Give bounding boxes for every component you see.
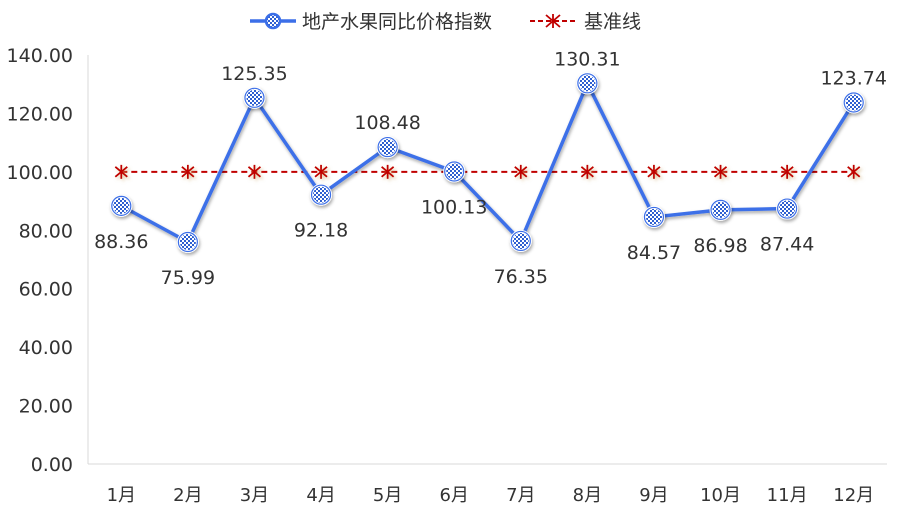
index-point-ring	[244, 87, 265, 108]
data-label: 125.35	[221, 63, 287, 85]
x-tick-label: 1月	[107, 485, 136, 506]
y-tick-label: 0.00	[31, 454, 73, 476]
index-line	[120, 81, 856, 244]
legend-series-marker	[264, 12, 282, 30]
data-label: 84.57	[627, 242, 681, 264]
baseline-marker	[647, 164, 661, 179]
baseline-marker	[181, 164, 195, 179]
x-tick-label: 10月	[700, 485, 741, 506]
x-axis-ticks: 1月 2月 3月 4月 5月 6月 7月 8月 9月 10月 11月 12月	[107, 485, 875, 506]
baseline-marker	[580, 164, 594, 179]
index-point-ring	[111, 195, 132, 216]
data-label: 108.48	[354, 112, 420, 134]
index-point-ring	[310, 184, 332, 205]
legend: 地产水果同比价格指数 基准线	[250, 11, 641, 33]
data-label: 123.74	[820, 68, 886, 90]
baseline-series	[114, 164, 861, 179]
x-tick-label: 11月	[767, 485, 808, 506]
data-label: 100.13	[421, 196, 487, 218]
x-tick-label: 3月	[240, 485, 269, 506]
data-label: 88.36	[94, 231, 148, 253]
index-point-ring	[177, 231, 198, 253]
index-series	[110, 72, 865, 254]
data-label: 75.99	[161, 267, 215, 289]
index-point-ring	[377, 136, 398, 158]
y-tick-label: 120.00	[7, 103, 73, 125]
data-label: 86.98	[693, 235, 747, 257]
baseline-marker	[713, 164, 728, 179]
data-label: 92.18	[294, 220, 348, 242]
baseline-marker	[514, 164, 528, 179]
x-tick-label: 9月	[639, 485, 668, 506]
y-tick-label: 60.00	[19, 279, 73, 301]
index-point-ring	[444, 161, 465, 182]
x-tick-label: 12月	[833, 485, 874, 506]
baseline-marker	[847, 164, 861, 179]
x-tick-label: 8月	[573, 485, 602, 506]
axes	[87, 55, 887, 465]
x-tick-label: 6月	[439, 485, 468, 506]
y-tick-label: 140.00	[7, 45, 73, 67]
data-labels: 88.36 75.99 125.35 92.18 108.48 100.13 76.35 13…	[94, 48, 887, 289]
y-tick-label: 80.00	[19, 220, 73, 242]
legend-baseline-label: 基准线	[584, 11, 641, 33]
y-axis-ticks: 0.00 20.00 40.00 60.00 80.00 100.00 120.00 140.…	[7, 45, 73, 476]
index-point-ring	[710, 199, 731, 220]
legend-baseline-marker	[545, 14, 561, 28]
legend-series-label: 地产水果同比价格指数	[302, 11, 492, 33]
x-tick-label: 4月	[306, 485, 335, 506]
y-tick-label: 100.00	[7, 162, 73, 184]
x-tick-label: 5月	[373, 485, 402, 506]
data-label: 87.44	[760, 234, 814, 256]
baseline-marker	[381, 164, 395, 179]
y-tick-label: 20.00	[19, 396, 73, 418]
index-point-ring	[643, 206, 665, 228]
data-label: 130.31	[554, 48, 620, 70]
index-point-ring	[577, 73, 598, 94]
index-point-ring	[510, 230, 531, 252]
y-tick-label: 40.00	[19, 337, 73, 359]
x-tick-label: 2月	[173, 485, 202, 506]
index-point-ring	[777, 198, 798, 219]
baseline-marker	[780, 164, 794, 179]
baseline-marker	[114, 164, 128, 179]
index-point-ring	[843, 92, 864, 113]
x-tick-label: 7月	[506, 485, 535, 506]
data-label: 76.35	[494, 266, 548, 288]
baseline-marker	[247, 164, 262, 179]
baseline-marker	[314, 164, 328, 179]
